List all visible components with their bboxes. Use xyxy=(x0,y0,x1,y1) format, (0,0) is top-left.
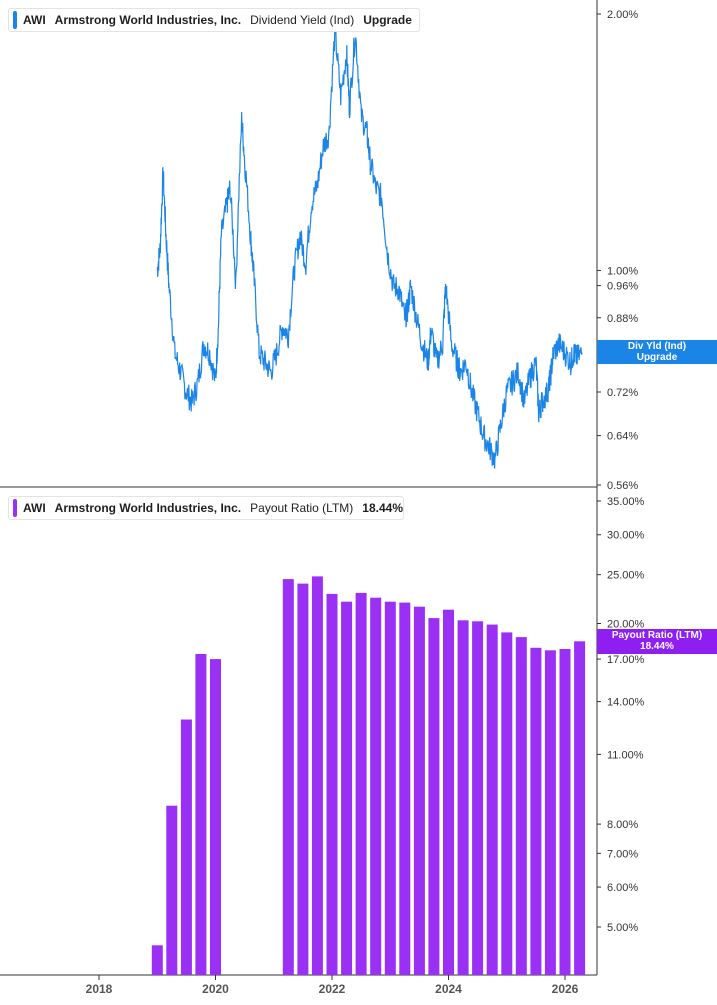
payout-ratio-bar xyxy=(180,719,192,975)
payout-ratio-bar xyxy=(210,659,221,975)
top-legend-color-swatch xyxy=(13,11,17,29)
bottom-value-flag: Payout Ratio (LTM) 18.44% xyxy=(597,629,717,654)
payout-ratio-bar xyxy=(457,620,469,975)
payout-ratio-bar xyxy=(530,647,542,975)
bottom-y-tick-label: 11.00% xyxy=(607,749,644,761)
bottom-legend-ticker: AWI xyxy=(23,501,46,515)
x-tick-label: 2026 xyxy=(552,982,579,996)
x-axis: 2018 2020 2022 2024 2026 xyxy=(86,975,579,996)
bottom-y-tick-label: 30.00% xyxy=(607,530,645,542)
payout-ratio-bar xyxy=(544,650,556,975)
payout-ratio-bar xyxy=(311,576,323,975)
bottom-legend-value: 18.44% xyxy=(362,501,403,515)
payout-ratio-bar xyxy=(413,606,425,975)
bottom-legend[interactable]: AWI Armstrong World Industries, Inc. Pay… xyxy=(8,496,404,520)
payout-ratio-bar xyxy=(341,601,353,975)
bottom-flag-line2: 18.44% xyxy=(640,641,674,652)
top-flag-line2: Upgrade xyxy=(636,352,678,363)
top-y-axis: 2.00% 1.00% 0.96% 0.88% 0.72% 0.64% 0.56% xyxy=(597,9,638,492)
top-legend-value[interactable]: Upgrade xyxy=(363,13,412,27)
payout-ratio-bar xyxy=(326,593,338,975)
payout-ratio-bar xyxy=(472,621,484,975)
payout-ratio-bar xyxy=(355,592,367,975)
payout-ratio-bar xyxy=(574,641,586,975)
top-legend-metric: Dividend Yield (Ind) xyxy=(250,13,355,27)
top-legend-ticker: AWI xyxy=(23,13,46,27)
payout-ratio-bar xyxy=(443,609,454,975)
top-legend[interactable]: AWI Armstrong World Industries, Inc. Div… xyxy=(8,8,420,32)
payout-ratio-bar xyxy=(384,601,396,975)
top-y-tick-label: 0.96% xyxy=(607,281,638,293)
top-y-tick-label: 1.00% xyxy=(607,265,638,277)
bottom-y-tick-label: 17.00% xyxy=(607,654,645,666)
dividend-yield-plot xyxy=(156,21,583,469)
bottom-flag-line1: Payout Ratio (LTM) xyxy=(611,630,703,641)
x-tick-label: 2022 xyxy=(319,982,346,996)
payout-ratio-bar xyxy=(399,602,411,975)
payout-ratio-bar xyxy=(515,637,527,975)
dividend-yield-line xyxy=(156,21,583,469)
payout-ratio-bar xyxy=(501,632,513,975)
x-tick-label: 2024 xyxy=(435,982,462,996)
bottom-y-tick-label: 5.00% xyxy=(607,922,638,934)
payout-ratio-bar xyxy=(370,597,382,975)
payout-ratio-bar xyxy=(559,649,571,975)
bottom-y-tick-label: 8.00% xyxy=(607,819,638,831)
bottom-y-tick-label: 6.00% xyxy=(607,882,638,894)
bottom-y-tick-label: 25.00% xyxy=(607,570,645,582)
top-flag-line1: Div Yld (Ind) xyxy=(627,341,687,352)
bottom-legend-color-swatch xyxy=(13,499,17,517)
bottom-y-tick-label: 7.00% xyxy=(607,848,638,860)
payout-ratio-bar xyxy=(195,654,207,975)
payout-ratio-bar xyxy=(297,583,309,975)
x-tick-label: 2020 xyxy=(202,982,229,996)
bottom-y-tick-label: 20.00% xyxy=(607,619,645,631)
payout-ratio-plot xyxy=(151,576,586,975)
payout-ratio-bar xyxy=(151,945,163,975)
payout-ratio-bar xyxy=(166,805,178,975)
payout-ratio-bar xyxy=(282,579,294,975)
top-legend-company: Armstrong World Industries, Inc. xyxy=(54,13,242,27)
top-y-tick-label: 0.64% xyxy=(607,431,638,443)
bottom-legend-company: Armstrong World Industries, Inc. xyxy=(54,501,242,515)
bottom-y-tick-label: 35.00% xyxy=(607,496,645,508)
top-y-tick-label: 0.88% xyxy=(607,313,638,325)
bottom-y-axis: 35.00% 30.00% 25.00% 20.00% 17.00% 14.00% 11.0… xyxy=(597,496,645,934)
bottom-legend-metric: Payout Ratio (LTM) xyxy=(250,501,354,515)
top-value-flag: Div Yld (Ind) Upgrade xyxy=(597,340,717,364)
top-y-tick-label: 0.56% xyxy=(607,480,638,492)
payout-ratio-bar xyxy=(486,624,498,975)
payout-ratio-bar xyxy=(428,618,440,975)
bottom-y-tick-label: 14.00% xyxy=(607,697,645,709)
top-y-tick-label: 0.72% xyxy=(607,387,638,399)
top-y-tick-label: 2.00% xyxy=(607,9,638,21)
x-tick-label: 2018 xyxy=(86,982,113,996)
